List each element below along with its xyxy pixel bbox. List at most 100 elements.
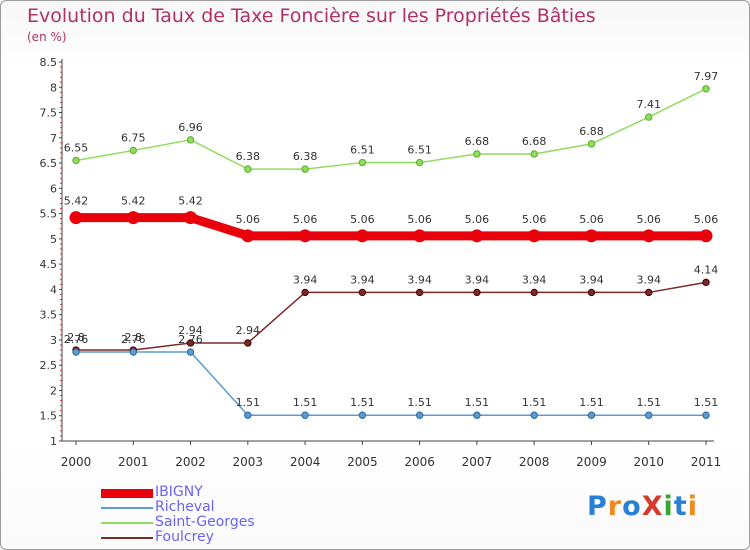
point-richeval bbox=[129, 348, 137, 356]
x-tick-label: 2002 bbox=[175, 455, 206, 469]
point-saint-georges bbox=[473, 150, 481, 158]
point-saint-georges bbox=[645, 113, 653, 121]
series-line-saint-georges bbox=[75, 88, 707, 170]
data-label-ibigny: 5.06 bbox=[465, 213, 490, 226]
point-saint-georges bbox=[301, 165, 309, 173]
chart-title: Evolution du Taux de Taxe Foncière sur l… bbox=[27, 5, 596, 27]
point-foulcrey bbox=[301, 288, 309, 297]
point-foulcrey bbox=[702, 278, 710, 287]
y-tick-label: 6 bbox=[50, 182, 57, 195]
legend-swatch-foulcrey bbox=[101, 537, 153, 539]
data-label-saint-georges: 6.55 bbox=[64, 142, 89, 155]
y-tick-label: 3 bbox=[50, 334, 57, 347]
point-richeval bbox=[301, 411, 309, 419]
data-label-foulcrey: 3.94 bbox=[636, 273, 661, 286]
data-label-foulcrey: 3.94 bbox=[522, 273, 547, 286]
data-label-foulcrey: 3.94 bbox=[293, 273, 318, 286]
x-tick-label: 2005 bbox=[347, 455, 378, 469]
x-tick-label: 2011 bbox=[691, 455, 722, 469]
logo-letter: o bbox=[622, 491, 642, 522]
logo-letter: X bbox=[641, 491, 664, 522]
data-label-foulcrey: 3.94 bbox=[465, 273, 490, 286]
data-label-ibigny: 5.06 bbox=[636, 213, 661, 226]
data-label-richeval: 2.76 bbox=[178, 333, 203, 346]
point-ibigny bbox=[69, 211, 83, 225]
legend-label-foulcrey: Foulcrey bbox=[155, 529, 214, 545]
point-richeval bbox=[186, 348, 195, 356]
legend-swatch-saint-georges bbox=[101, 522, 153, 524]
logo-letter: r bbox=[607, 491, 623, 522]
point-richeval bbox=[587, 411, 596, 419]
legend-swatch-ibigny bbox=[101, 488, 153, 498]
point-saint-georges bbox=[186, 136, 195, 144]
point-ibigny bbox=[241, 229, 255, 243]
point-saint-georges bbox=[587, 140, 596, 148]
point-foulcrey bbox=[645, 288, 653, 297]
x-tick-label: 2003 bbox=[233, 455, 264, 469]
y-tick-label: 8.5 bbox=[40, 56, 58, 69]
data-label-saint-georges: 6.51 bbox=[407, 144, 432, 157]
point-ibigny bbox=[584, 229, 598, 243]
x-tick-label: 2008 bbox=[519, 455, 550, 469]
y-tick-label: 5.5 bbox=[40, 208, 58, 221]
x-tick-label: 2004 bbox=[290, 455, 321, 469]
data-label-saint-georges: 6.38 bbox=[293, 150, 318, 163]
point-ibigny bbox=[699, 229, 713, 243]
series-line-foulcrey bbox=[76, 281, 707, 351]
point-foulcrey bbox=[587, 288, 596, 297]
x-tick-label: 2001 bbox=[118, 455, 149, 469]
x-tick-label: 2000 bbox=[61, 455, 92, 469]
point-foulcrey bbox=[244, 339, 252, 347]
point-richeval bbox=[72, 348, 80, 356]
legend-label-saint-georges: Saint-Georges bbox=[155, 514, 255, 530]
y-tick-label: 5 bbox=[50, 233, 57, 246]
data-label-richeval: 2.76 bbox=[121, 333, 146, 346]
point-foulcrey bbox=[415, 288, 424, 297]
point-saint-georges bbox=[72, 156, 80, 165]
data-label-richeval: 1.51 bbox=[522, 396, 547, 409]
data-label-ibigny: 5.06 bbox=[350, 213, 375, 226]
line-chart: 1 1.5 2 2.5 3 3.5 4 4.5 5 5.5 6 6.5 7 7.5 8 8.5 2000 2001… bbox=[40, 56, 722, 469]
data-label-richeval: 1.51 bbox=[236, 396, 261, 409]
y-tick-label: 2 bbox=[50, 384, 57, 397]
y-tick-label: 6.5 bbox=[40, 157, 58, 170]
data-label-ibigny: 5.06 bbox=[293, 213, 318, 226]
y-tick-label: 3.5 bbox=[40, 309, 58, 322]
y-tick-label: 8 bbox=[50, 81, 57, 94]
point-richeval bbox=[415, 411, 424, 419]
data-label-richeval: 1.51 bbox=[293, 396, 318, 409]
point-richeval bbox=[530, 411, 538, 419]
data-label-saint-georges: 6.51 bbox=[350, 144, 375, 157]
y-tick-label: 7.5 bbox=[40, 107, 58, 120]
legend-label-ibigny: IBIGNY bbox=[155, 484, 203, 500]
point-saint-georges bbox=[530, 150, 538, 158]
data-label-foulcrey: 2.8 bbox=[125, 331, 143, 344]
data-label-ibigny: 5.06 bbox=[694, 213, 719, 226]
legend-label-richeval: Richeval bbox=[155, 499, 215, 515]
series-line-richeval bbox=[76, 351, 706, 416]
data-label-foulcrey: 3.94 bbox=[407, 273, 432, 286]
y-tick-label: 7 bbox=[50, 132, 57, 145]
point-richeval bbox=[244, 411, 252, 419]
chart-subtitle: (en %) bbox=[27, 30, 67, 44]
data-label-saint-georges: 6.68 bbox=[465, 135, 490, 148]
point-foulcrey bbox=[473, 288, 481, 297]
data-label-foulcrey: 2.94 bbox=[178, 324, 203, 337]
series-line-ibigny bbox=[76, 213, 706, 241]
data-label-foulcrey: 3.94 bbox=[350, 273, 375, 286]
point-foulcrey bbox=[530, 288, 538, 297]
data-label-richeval: 1.51 bbox=[694, 396, 719, 409]
point-saint-georges bbox=[129, 146, 137, 155]
data-label-richeval: 1.51 bbox=[350, 396, 375, 409]
data-label-foulcrey: 4.14 bbox=[694, 263, 719, 276]
data-label-richeval: 1.51 bbox=[636, 396, 661, 409]
point-ibigny bbox=[126, 211, 140, 225]
data-label-saint-georges: 6.96 bbox=[178, 121, 203, 134]
logo-letter: P bbox=[587, 491, 608, 522]
data-label-foulcrey: 3.94 bbox=[579, 273, 604, 286]
y-tick-label: 4 bbox=[50, 283, 57, 296]
data-label-saint-georges: 6.68 bbox=[522, 135, 547, 148]
point-ibigny bbox=[527, 229, 541, 243]
data-label-saint-georges: 7.97 bbox=[694, 70, 719, 83]
